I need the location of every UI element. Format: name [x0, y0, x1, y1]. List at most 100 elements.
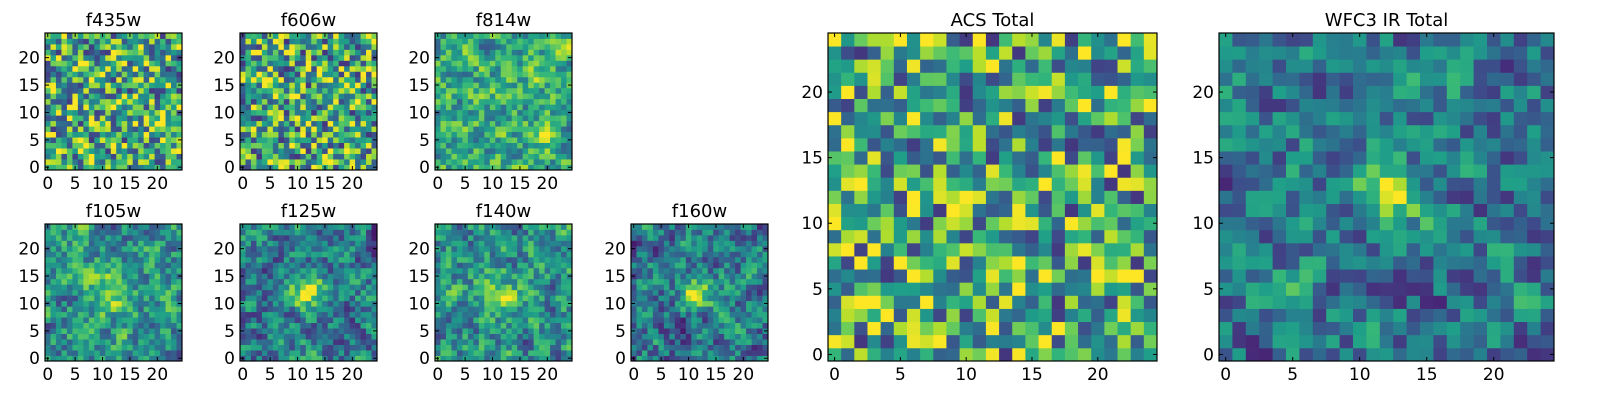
heatmap-cell: [333, 76, 340, 83]
heatmap-cell: [880, 347, 895, 362]
heatmap-cell: [647, 295, 654, 302]
heatmap-cell: [294, 333, 301, 340]
heatmap-cell: [462, 240, 469, 247]
heatmap-cell: [702, 278, 709, 285]
heatmap-cell: [305, 82, 312, 89]
heatmap-cell: [165, 104, 172, 111]
heatmap-cell: [105, 164, 112, 171]
heatmap-cell: [132, 333, 139, 340]
heatmap-cell: [533, 82, 540, 89]
heatmap-cell: [658, 251, 665, 258]
heatmap-cell: [61, 82, 68, 89]
heatmap-cell: [1012, 308, 1026, 323]
heatmap-cell: [132, 350, 139, 356]
heatmap-cell: [240, 98, 246, 105]
heatmap-cell: [517, 317, 524, 324]
heatmap-cell: [691, 251, 698, 258]
heatmap-cell: [972, 321, 987, 336]
heatmap-cell: [50, 311, 57, 318]
heatmap-cell: [854, 321, 868, 336]
heatmap-cell: [261, 87, 268, 94]
heatmap-cell: [506, 71, 513, 78]
heatmap-cell: [272, 306, 279, 313]
heatmap-cell: [451, 295, 458, 302]
heatmap-cell: [724, 224, 731, 230]
heatmap-cell: [880, 190, 895, 204]
heatmap-cell: [1091, 321, 1105, 336]
heatmap-cell: [757, 267, 763, 274]
heatmap-cell: [283, 333, 290, 340]
heatmap-cell: [300, 54, 307, 61]
heatmap-cell: [500, 350, 507, 356]
heatmap-cell: [360, 306, 367, 313]
heatmap-cell: [338, 344, 345, 351]
heatmap-cell: [500, 82, 507, 89]
heatmap-cell: [1038, 229, 1053, 244]
heatmap-cell: [735, 328, 741, 334]
heatmap-cell: [762, 224, 769, 230]
heatmap-cell: [116, 159, 123, 165]
heatmap-cell: [88, 328, 95, 334]
heatmap-cell: [99, 350, 106, 356]
heatmap-cell: [322, 256, 329, 263]
heatmap-cell: [127, 339, 134, 345]
heatmap-cell: [478, 284, 485, 291]
heatmap-cell: [440, 295, 447, 302]
heatmap-cell: [165, 251, 172, 258]
heatmap-cell: [674, 273, 681, 280]
heatmap-cell: [555, 87, 562, 94]
heatmap-cell: [77, 328, 84, 334]
heatmap-cell: [143, 344, 150, 351]
heatmap-cell: [636, 267, 643, 274]
heatmap-cell: [250, 251, 257, 258]
heatmap-cell: [272, 60, 279, 67]
heatmap-cell: [300, 234, 307, 241]
heatmap-cell: [746, 262, 752, 269]
x-tick-label: 20: [733, 365, 755, 385]
heatmap-cell: [435, 60, 441, 67]
heatmap-cell: [55, 350, 62, 356]
heatmap-cell: [272, 284, 279, 291]
heatmap-cell: [121, 120, 128, 127]
heatmap-cell: [740, 240, 747, 247]
heatmap-cell: [539, 60, 545, 67]
heatmap-cell: [462, 98, 469, 105]
heatmap-cell: [762, 251, 769, 258]
heatmap-cell: [165, 126, 172, 133]
heatmap-cell: [311, 159, 318, 165]
heatmap-cell: [533, 60, 540, 67]
heatmap-cell: [50, 306, 57, 313]
heatmap-cell: [489, 328, 496, 334]
heatmap-cell: [160, 120, 166, 127]
heatmap-cell: [652, 240, 659, 247]
heatmap-cell: [105, 289, 112, 296]
heatmap-cell: [316, 251, 323, 258]
heatmap-cell: [561, 256, 567, 263]
heatmap-cell: [456, 60, 463, 67]
heatmap-cell: [50, 245, 57, 252]
heatmap-cell: [121, 333, 128, 340]
heatmap-cell: [165, 115, 172, 122]
heatmap-cell: [105, 240, 112, 247]
heatmap-cell: [50, 115, 57, 122]
heatmap-cell: [445, 109, 452, 116]
heatmap-cell: [165, 256, 172, 263]
heatmap-cell: [305, 71, 312, 78]
x-tick-label: 5: [460, 174, 471, 194]
heatmap-cell: [300, 245, 307, 252]
axes-frame: [630, 223, 769, 362]
heatmap-cell: [50, 350, 57, 356]
heatmap-cell: [702, 322, 709, 329]
heatmap-cell: [360, 224, 367, 230]
heatmap-cell: [171, 33, 177, 39]
heatmap-cell: [116, 284, 123, 291]
heatmap-cell: [500, 54, 507, 61]
heatmap-cell: [867, 190, 882, 204]
heatmap-cell: [893, 151, 908, 165]
heatmap-cell: [647, 344, 654, 351]
heatmap-cell: [456, 333, 463, 340]
heatmap-cell: [528, 43, 535, 50]
heatmap-cell: [250, 234, 257, 241]
heatmap-cell: [272, 126, 279, 133]
heatmap-cell: [561, 98, 567, 105]
